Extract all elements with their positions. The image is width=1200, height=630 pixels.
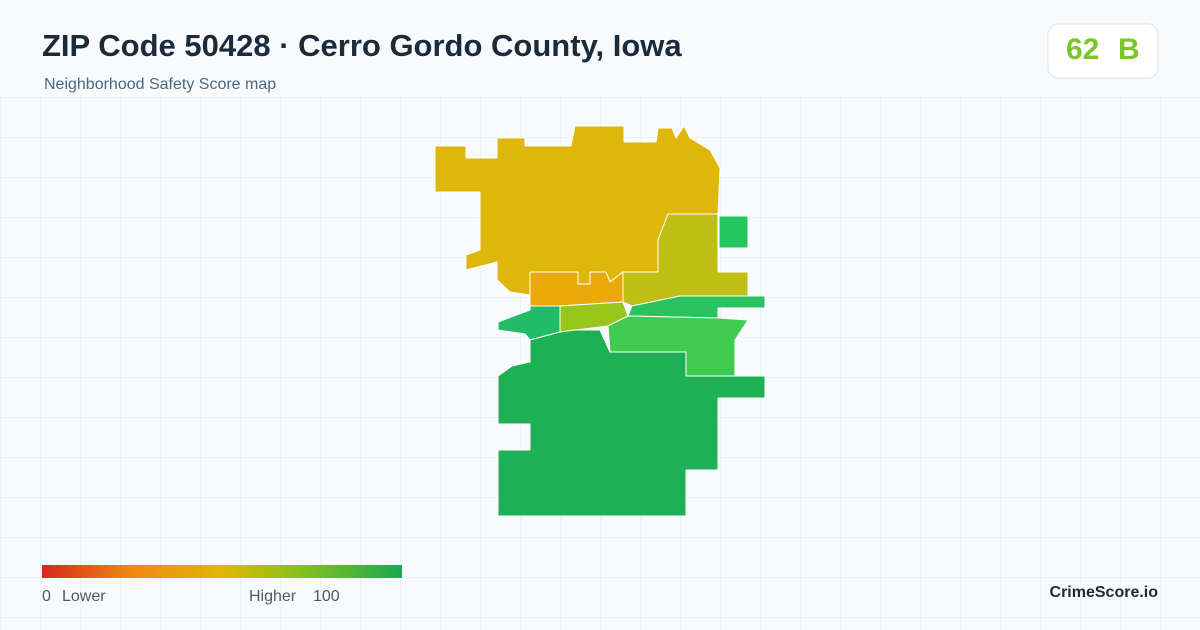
region	[497, 329, 766, 517]
legend-min: 0	[42, 588, 51, 605]
legend-max-label: Higher	[249, 588, 297, 605]
legend-max: 100	[313, 588, 340, 605]
legend-gradient	[42, 565, 402, 578]
title: ZIP Code 50428 · Cerro Gordo County, Iow…	[42, 28, 682, 63]
subtitle: Neighborhood Safety Score map	[44, 76, 276, 93]
brand: CrimeScore.io	[1050, 584, 1159, 601]
zip-map	[434, 125, 766, 517]
legend-min-label: Lower	[62, 588, 106, 605]
badge-box	[1047, 23, 1159, 79]
region	[622, 213, 749, 307]
score-value: 62	[1066, 33, 1099, 66]
score-badge: 62 B	[1047, 23, 1159, 79]
region	[718, 215, 749, 249]
score-grade: B	[1118, 33, 1140, 66]
